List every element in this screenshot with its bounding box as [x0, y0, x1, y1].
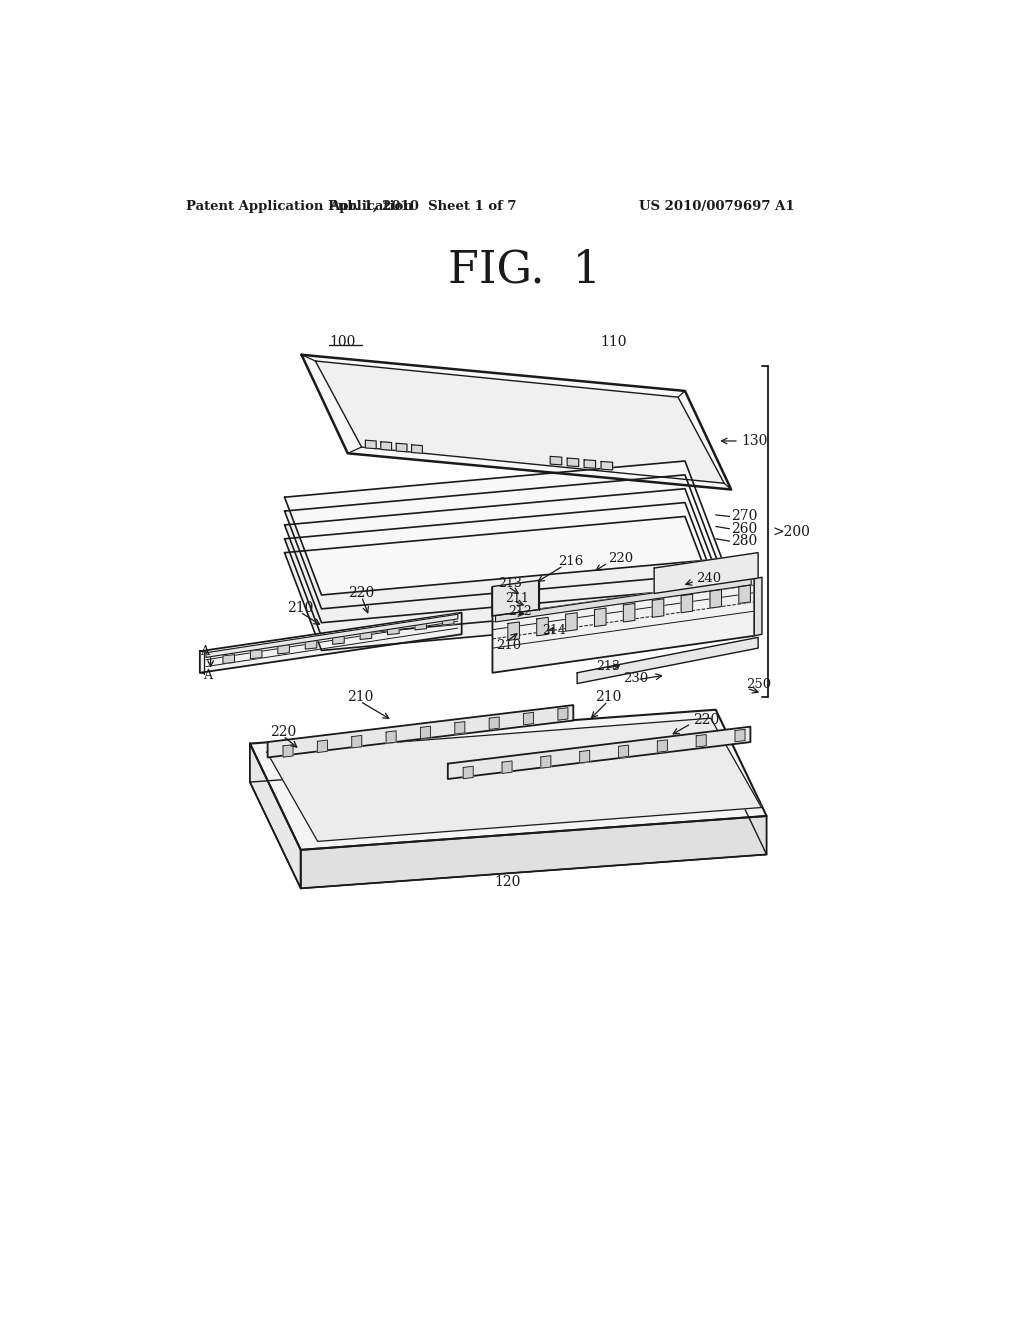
Polygon shape	[285, 461, 722, 595]
Text: 270: 270	[731, 510, 758, 524]
Polygon shape	[442, 616, 454, 626]
Text: 110: 110	[600, 335, 627, 348]
Text: 220: 220	[692, 714, 719, 727]
Polygon shape	[278, 645, 290, 653]
Polygon shape	[381, 442, 391, 450]
Polygon shape	[333, 635, 344, 644]
Polygon shape	[710, 590, 722, 609]
Text: 230: 230	[624, 672, 648, 685]
Polygon shape	[739, 585, 751, 603]
Text: 210: 210	[287, 601, 313, 615]
Polygon shape	[412, 445, 422, 453]
Text: 220: 220	[270, 725, 296, 739]
Text: 260: 260	[731, 521, 758, 536]
Polygon shape	[285, 488, 722, 623]
Text: 213: 213	[596, 660, 621, 673]
Polygon shape	[580, 750, 590, 763]
Text: FIG.  1: FIG. 1	[449, 248, 601, 292]
Polygon shape	[415, 620, 427, 630]
Polygon shape	[200, 612, 462, 673]
Polygon shape	[493, 578, 755, 673]
Polygon shape	[541, 755, 551, 768]
Polygon shape	[447, 726, 751, 779]
Polygon shape	[267, 705, 573, 758]
Polygon shape	[305, 640, 316, 649]
Text: 120: 120	[495, 875, 521, 890]
Text: 220: 220	[348, 586, 375, 599]
Polygon shape	[285, 503, 722, 636]
Polygon shape	[755, 577, 762, 636]
Polygon shape	[595, 609, 606, 627]
Polygon shape	[624, 603, 635, 622]
Polygon shape	[496, 578, 752, 622]
Polygon shape	[250, 743, 301, 888]
Polygon shape	[618, 744, 629, 758]
Text: 220: 220	[608, 552, 633, 565]
Polygon shape	[301, 816, 767, 888]
Polygon shape	[463, 766, 473, 779]
Polygon shape	[223, 655, 234, 664]
Polygon shape	[601, 462, 612, 470]
Polygon shape	[315, 360, 724, 483]
Text: 210: 210	[347, 690, 373, 705]
Polygon shape	[421, 726, 430, 739]
Polygon shape	[489, 717, 499, 730]
Text: 211: 211	[506, 593, 529, 606]
Polygon shape	[654, 553, 758, 594]
Polygon shape	[681, 594, 692, 612]
Text: US 2010/0079697 A1: US 2010/0079697 A1	[639, 199, 795, 213]
Polygon shape	[250, 748, 767, 888]
Polygon shape	[317, 741, 328, 752]
Polygon shape	[567, 458, 579, 466]
Polygon shape	[735, 729, 745, 742]
Text: A: A	[203, 669, 212, 682]
Polygon shape	[578, 638, 758, 684]
Text: 130: 130	[741, 434, 768, 447]
Text: Apr. 1, 2010  Sheet 1 of 7: Apr. 1, 2010 Sheet 1 of 7	[330, 199, 517, 213]
Polygon shape	[366, 441, 376, 449]
Polygon shape	[251, 649, 262, 659]
Polygon shape	[301, 355, 731, 490]
Polygon shape	[508, 622, 519, 640]
Polygon shape	[285, 475, 722, 609]
Polygon shape	[523, 713, 534, 725]
Text: Patent Application Publication: Patent Application Publication	[186, 199, 413, 213]
Polygon shape	[285, 516, 722, 651]
Polygon shape	[537, 618, 548, 636]
Polygon shape	[360, 631, 372, 639]
Polygon shape	[652, 599, 664, 618]
Polygon shape	[558, 708, 568, 721]
Polygon shape	[396, 444, 407, 451]
Text: 210: 210	[497, 639, 521, 652]
Polygon shape	[386, 731, 396, 743]
Text: >200: >200	[773, 525, 811, 539]
Text: 240: 240	[696, 572, 722, 585]
Text: 280: 280	[731, 535, 758, 548]
Text: 100: 100	[330, 335, 355, 348]
Text: 214: 214	[543, 624, 566, 638]
Polygon shape	[696, 734, 707, 747]
Text: 250: 250	[746, 677, 772, 690]
Text: 210: 210	[595, 690, 622, 705]
Polygon shape	[250, 710, 767, 850]
Polygon shape	[565, 612, 578, 631]
Polygon shape	[657, 739, 668, 752]
Polygon shape	[206, 614, 458, 657]
Polygon shape	[387, 626, 399, 635]
Polygon shape	[550, 457, 562, 465]
Polygon shape	[493, 581, 539, 615]
Polygon shape	[267, 718, 762, 841]
Polygon shape	[584, 459, 596, 469]
Text: 212: 212	[508, 606, 531, 619]
Polygon shape	[351, 735, 361, 748]
Text: 213: 213	[499, 577, 522, 590]
Polygon shape	[283, 744, 293, 758]
Text: 216: 216	[558, 556, 583, 569]
Text: A: A	[200, 644, 209, 657]
Polygon shape	[502, 760, 512, 774]
Polygon shape	[455, 722, 465, 734]
